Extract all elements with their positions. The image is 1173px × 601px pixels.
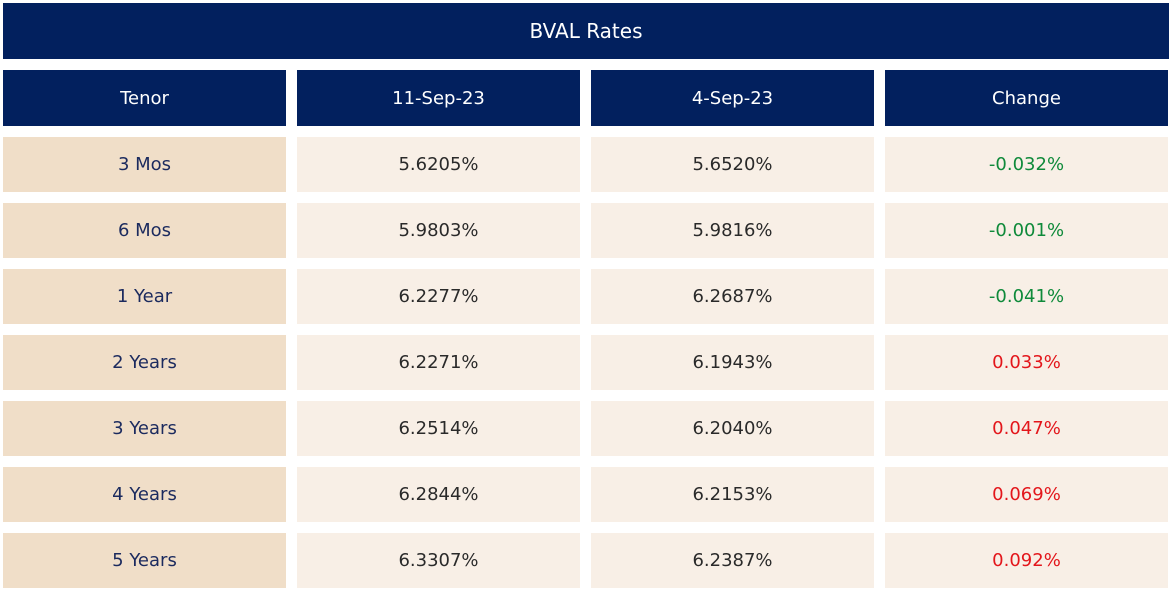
column-header-date-1: 11-Sep-23 <box>297 70 580 126</box>
column-header-tenor: Tenor <box>3 70 286 126</box>
tenor-cell: 2 Years <box>3 335 286 390</box>
tenor-cell: 5 Years <box>3 533 286 588</box>
rate-cell-date-1: 6.2514% <box>297 401 580 456</box>
rate-cell-date-1: 5.9803% <box>297 203 580 258</box>
tenor-cell: 1 Year <box>3 269 286 324</box>
rate-cell-date-1: 6.2844% <box>297 467 580 522</box>
tenor-cell: 3 Mos <box>3 137 286 192</box>
column-header-change: Change <box>885 70 1168 126</box>
change-cell: 0.033% <box>885 335 1168 390</box>
tenor-cell: 3 Years <box>3 401 286 456</box>
rates-table: Tenor 11-Sep-23 4-Sep-23 Change 3 Mos 5.… <box>3 70 1168 588</box>
rate-cell-date-2: 6.2687% <box>591 269 874 324</box>
rate-cell-date-2: 5.6520% <box>591 137 874 192</box>
rate-cell-date-1: 6.3307% <box>297 533 580 588</box>
rate-cell-date-2: 6.2040% <box>591 401 874 456</box>
rate-cell-date-2: 6.2387% <box>591 533 874 588</box>
change-cell: 0.047% <box>885 401 1168 456</box>
rate-cell-date-1: 6.2277% <box>297 269 580 324</box>
tenor-cell: 4 Years <box>3 467 286 522</box>
rate-cell-date-2: 5.9816% <box>591 203 874 258</box>
change-cell: 0.092% <box>885 533 1168 588</box>
change-cell: -0.032% <box>885 137 1168 192</box>
table-title: BVAL Rates <box>3 3 1169 59</box>
rate-cell-date-1: 5.6205% <box>297 137 580 192</box>
tenor-cell: 6 Mos <box>3 203 286 258</box>
rate-cell-date-2: 6.1943% <box>591 335 874 390</box>
change-cell: -0.001% <box>885 203 1168 258</box>
change-cell: 0.069% <box>885 467 1168 522</box>
rate-cell-date-2: 6.2153% <box>591 467 874 522</box>
column-header-date-2: 4-Sep-23 <box>591 70 874 126</box>
change-cell: -0.041% <box>885 269 1168 324</box>
rate-cell-date-1: 6.2271% <box>297 335 580 390</box>
